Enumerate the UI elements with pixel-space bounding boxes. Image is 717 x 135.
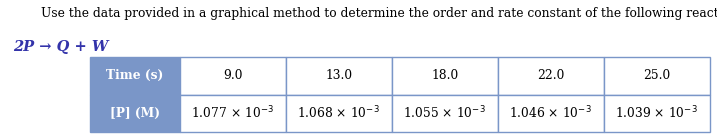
Text: 9.0: 9.0	[223, 69, 242, 82]
Text: 1.055 × 10$^{-3}$: 1.055 × 10$^{-3}$	[404, 105, 486, 122]
Bar	[604, 94, 710, 132]
Bar	[90, 94, 179, 132]
Text: 2P → Q + W: 2P → Q + W	[13, 40, 108, 55]
Text: Time (s): Time (s)	[106, 69, 163, 82]
Bar	[285, 57, 391, 94]
Bar	[179, 94, 285, 132]
Bar	[391, 57, 498, 94]
Text: [P] (M): [P] (M)	[110, 107, 160, 120]
Bar	[391, 94, 498, 132]
Text: 18.0: 18.0	[431, 69, 458, 82]
Bar	[604, 57, 710, 94]
Bar	[179, 57, 285, 94]
Text: Use the data provided in a graphical method to determine the order and rate cons: Use the data provided in a graphical met…	[41, 7, 717, 20]
Bar	[90, 57, 179, 94]
Text: 1.046 × 10$^{-3}$: 1.046 × 10$^{-3}$	[509, 105, 592, 122]
Bar	[285, 94, 391, 132]
Text: 25.0: 25.0	[643, 69, 670, 82]
Bar	[498, 57, 604, 94]
Bar	[498, 94, 604, 132]
Text: 22.0: 22.0	[537, 69, 564, 82]
Text: 1.039 × 10$^{-3}$: 1.039 × 10$^{-3}$	[615, 105, 698, 122]
Text: 1.068 × 10$^{-3}$: 1.068 × 10$^{-3}$	[298, 105, 380, 122]
Text: 13.0: 13.0	[325, 69, 352, 82]
Text: 1.077 × 10$^{-3}$: 1.077 × 10$^{-3}$	[191, 105, 274, 122]
